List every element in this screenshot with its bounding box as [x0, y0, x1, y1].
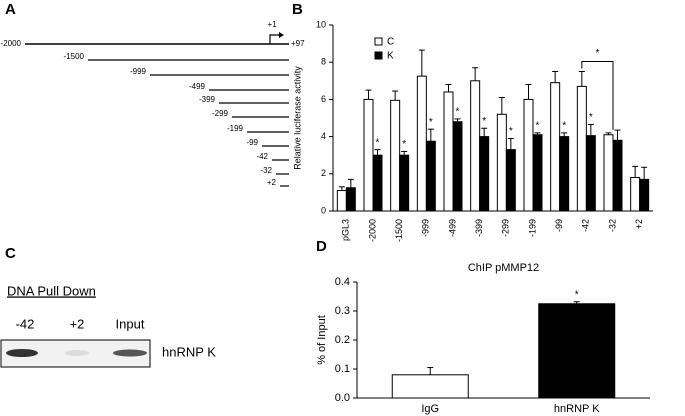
annotation: *: [482, 116, 486, 127]
bar: [452, 121, 463, 212]
bar: [399, 154, 410, 212]
y-tick-label: 0.2: [335, 334, 350, 346]
panel-label: A: [5, 1, 16, 18]
annotation: *: [536, 121, 540, 132]
y-tick-label: 0.1: [335, 363, 350, 375]
bar: [425, 140, 436, 212]
bar: [479, 136, 490, 212]
bar: [470, 80, 481, 212]
x-tick-label: -299: [501, 219, 511, 237]
bar: [550, 82, 561, 212]
pull-down-title: DNA Pull Down: [7, 283, 96, 298]
bar: [523, 98, 534, 212]
y-axis-label: % of Input: [316, 315, 328, 365]
bar: [603, 134, 614, 212]
bar: [538, 303, 616, 399]
y-tick-label: 8: [321, 57, 326, 67]
x-tick-label: IgG: [421, 403, 439, 415]
bar: [391, 374, 469, 399]
construct-label: -42: [256, 152, 268, 161]
y-axis-label: Relative luciferase activity: [292, 66, 302, 170]
panel-label: D: [316, 238, 327, 255]
y-tick-label: 2: [321, 168, 326, 178]
bar: [416, 75, 427, 212]
bar: [336, 190, 347, 212]
x-tick-label: -499: [447, 219, 457, 237]
legend-swatch: [374, 37, 383, 46]
gel-band: [6, 349, 38, 357]
y-tick-label: 0.4: [335, 276, 350, 288]
chart-title: ChIP pMMP12: [468, 262, 539, 274]
construct-label: -399: [199, 95, 216, 104]
band-label: hnRNP K: [162, 344, 216, 359]
bar: [532, 134, 543, 212]
legend-label: C: [387, 37, 394, 48]
construct-label: -199: [227, 124, 244, 133]
construct-label: -99: [246, 138, 258, 147]
annotation: *: [456, 107, 460, 118]
annotation: *: [562, 121, 566, 132]
y-tick-label: 0.3: [335, 305, 350, 317]
bar: [345, 187, 356, 212]
annotation: *: [509, 126, 513, 137]
bar: [372, 154, 383, 212]
x-tick-label: -32: [607, 219, 617, 232]
annotation: *: [575, 289, 579, 300]
bar: [363, 98, 374, 212]
legend-swatch: [374, 51, 383, 60]
significance-bracket: [581, 61, 614, 130]
annotation: *: [595, 48, 599, 59]
gel-band: [65, 350, 89, 356]
lane-label: -42: [16, 316, 35, 331]
panel-label: C: [5, 245, 16, 262]
x-tick-label: -2000: [367, 219, 377, 242]
annotation: *: [402, 139, 406, 150]
construct-label: -999: [130, 67, 147, 76]
y-tick-label: 0.0: [335, 392, 350, 404]
construct-label: -1500: [64, 52, 85, 61]
panel-label: B: [292, 1, 303, 18]
x-tick-label: -399: [474, 219, 484, 237]
annotation: *: [376, 137, 380, 148]
x-tick-label: hnRNP K: [554, 403, 600, 415]
y-tick-label: 6: [321, 94, 326, 104]
end-label: +97: [291, 39, 305, 48]
annotation: *: [429, 117, 433, 128]
x-tick-label: -999: [421, 219, 431, 237]
tss-arrow: [269, 34, 279, 44]
bar: [630, 177, 641, 212]
annotation: *: [589, 112, 593, 123]
y-tick-label: 10: [316, 19, 326, 29]
x-tick-label: -42: [581, 219, 591, 232]
tss-arrowhead: [279, 32, 284, 38]
bar: [576, 85, 587, 212]
bar: [612, 139, 623, 212]
x-tick-label: pGL3: [341, 219, 351, 241]
construct-label: -499: [189, 82, 206, 91]
x-tick-label: -1500: [394, 219, 404, 242]
construct-label: -32: [260, 166, 272, 175]
bar: [505, 149, 516, 212]
lane-label: Input: [116, 316, 145, 331]
bar: [585, 135, 596, 212]
lane-label: +2: [70, 316, 85, 331]
bar: [639, 178, 650, 212]
construct-label: +2: [267, 178, 277, 187]
construct-label: -2000: [1, 39, 22, 48]
gel-band: [113, 349, 147, 357]
legend-label: K: [387, 51, 394, 62]
y-tick-label: 4: [321, 131, 326, 141]
bar: [390, 99, 401, 212]
x-tick-label: -199: [527, 219, 537, 237]
bar: [559, 136, 570, 212]
x-tick-label: -99: [554, 219, 564, 232]
x-tick-label: +2: [634, 219, 644, 229]
construct-label: -299: [212, 109, 229, 118]
tss-label: +1: [267, 20, 277, 29]
y-tick-label: 0: [321, 205, 326, 215]
bar: [496, 113, 507, 212]
bar: [443, 91, 454, 212]
